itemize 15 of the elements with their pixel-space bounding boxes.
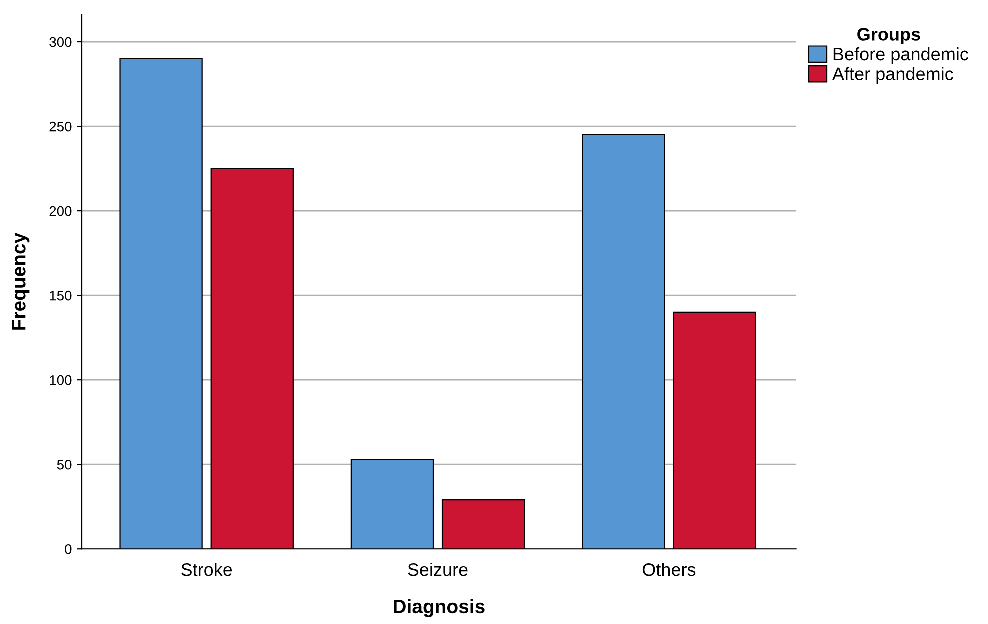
x-tick-label: Others — [642, 563, 696, 576]
x-tick-label: Seizure — [408, 563, 468, 576]
y-tick-label: 0 — [65, 544, 72, 554]
x-axis-title: Diagnosis — [394, 599, 485, 618]
y-tick-label: 300 — [50, 37, 72, 48]
y-tick-label: 150 — [50, 290, 72, 301]
y-tick-label: 250 — [50, 122, 72, 132]
y-tick-label: 100 — [50, 375, 72, 386]
y-tick-label: 200 — [50, 206, 72, 216]
legend-label: After pandemic — [832, 67, 954, 84]
legend-label: Before pandemic — [834, 47, 968, 64]
legend-title: Groups — [858, 28, 920, 44]
y-axis-title: Frequency — [12, 232, 30, 330]
x-tick-label: Stroke — [182, 563, 232, 576]
y-tick-label: 50 — [57, 460, 72, 470]
